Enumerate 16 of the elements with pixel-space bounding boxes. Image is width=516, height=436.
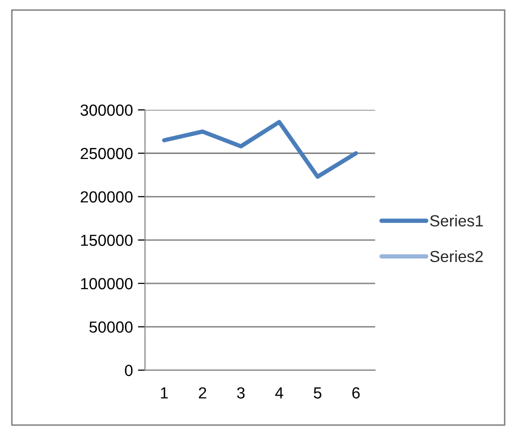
x-tick-label: 2 [198, 387, 206, 398]
y-tick-label: 0 [124, 364, 133, 376]
x-tick-label: 6 [352, 387, 360, 399]
line-series [162, 120, 358, 179]
y-tick-label: 300000 [80, 104, 133, 116]
x-tick-label: 3 [237, 387, 245, 399]
y-tick-label: 150000 [81, 234, 133, 246]
legend-label: Series1 [430, 214, 483, 226]
x-tick-label: 1 [160, 387, 168, 398]
legend-label: Series2 [430, 250, 483, 262]
x-tick-label: 5 [314, 387, 322, 399]
y-tick-label: 100000 [81, 278, 133, 290]
y-tick-label: 50000 [89, 321, 133, 333]
y-tick-label: 200000 [80, 191, 133, 203]
y-tick-label: 250000 [80, 148, 133, 160]
x-tick-label: 4 [275, 387, 284, 398]
